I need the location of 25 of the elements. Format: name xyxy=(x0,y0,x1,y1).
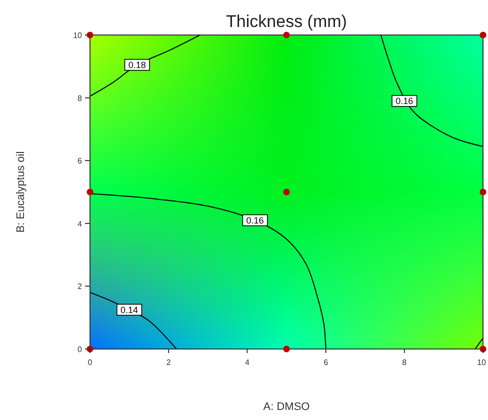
point xyxy=(480,32,486,38)
line-series xyxy=(90,35,201,97)
y-axis-title: B: Eucalyptus oil xyxy=(15,151,27,233)
point xyxy=(283,188,290,196)
point xyxy=(86,188,94,196)
x-tick-label: 4 xyxy=(244,358,250,367)
y-tick-label: 4 xyxy=(78,219,83,228)
x-tick-label: 6 xyxy=(324,358,329,367)
point xyxy=(283,32,290,38)
y-tick-label: 0 xyxy=(78,345,83,354)
line-series xyxy=(90,292,177,349)
line-series xyxy=(380,35,483,147)
x-tick-label: 0 xyxy=(88,358,93,367)
y-tick-label: 8 xyxy=(78,94,83,103)
x-tick-label: 10 xyxy=(477,358,487,367)
chart-title: Thickness (mm) xyxy=(226,12,347,31)
point xyxy=(480,188,486,196)
y-tick-label: 6 xyxy=(78,156,83,166)
point xyxy=(283,346,290,352)
annotation: 0.16 xyxy=(396,96,414,106)
x-axis-title: A: DMSO xyxy=(263,401,310,413)
y-tick-label: 2 xyxy=(78,282,83,292)
y-tick-label: 10 xyxy=(73,31,83,40)
x-tick-label: 8 xyxy=(402,358,408,367)
x-tick-label: 2 xyxy=(166,358,172,367)
